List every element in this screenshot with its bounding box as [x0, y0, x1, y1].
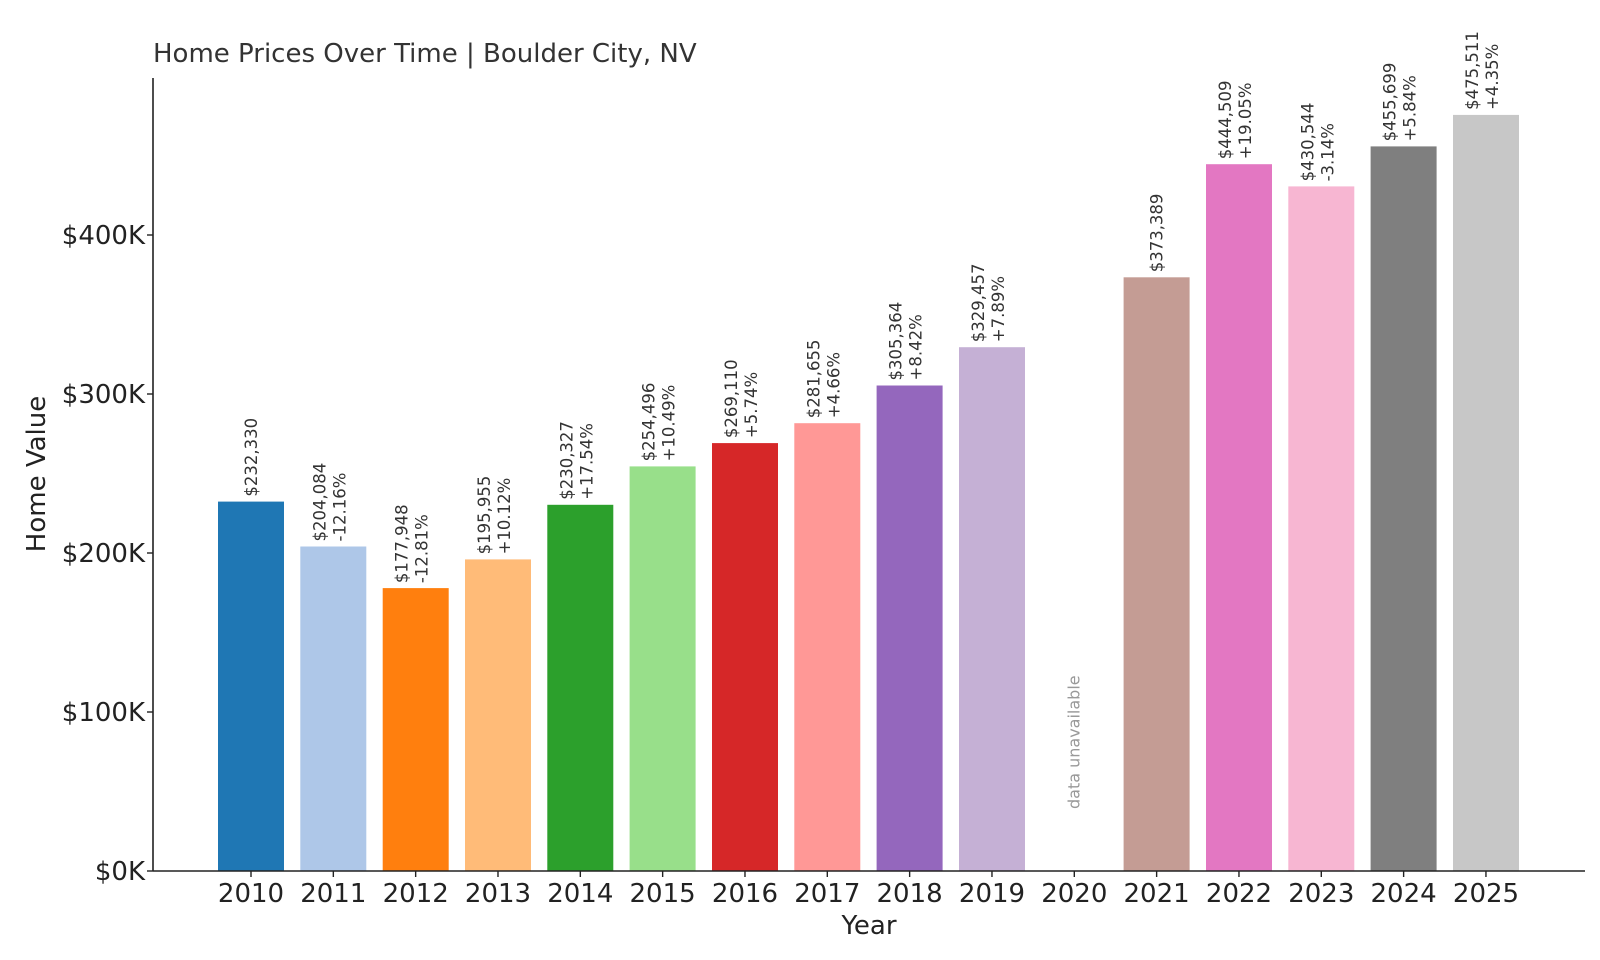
x-tick-label-2013: 2013 [465, 879, 531, 909]
y-tick-label: $0K [95, 857, 146, 887]
change-label-2022: +19.05% [1236, 82, 1255, 159]
y-axis: $0K $100K $200K $300K $400K [62, 78, 154, 887]
change-label-2011: -12.16% [330, 473, 349, 542]
value-label-2022: $444,509 [1216, 80, 1235, 159]
x-tick-label-2020: 2020 [1041, 879, 1107, 909]
x-tick-label-2014: 2014 [547, 879, 613, 909]
x-tick-label-2012: 2012 [383, 879, 449, 909]
bar-2025 [1453, 114, 1519, 871]
change-label-2013: +10.12% [495, 478, 514, 555]
change-label-2023: -3.14% [1318, 123, 1337, 181]
change-label-2015: +10.49% [660, 385, 679, 462]
x-tick-label-2017: 2017 [794, 879, 860, 909]
chart-title: Home Prices Over Time | Boulder City, NV [153, 39, 697, 69]
bar-2016 [712, 443, 778, 871]
y-axis-title: Home Value [22, 396, 52, 552]
x-axis: 2010 2011 2012 2013 2014 2015 2016 2017 2018 2019… [153, 870, 1585, 909]
x-tick-label-2021: 2021 [1124, 879, 1190, 909]
data-labels-group: $232,330 $204,084 -12.16% $177,948 -12.81% $1… [242, 31, 1502, 809]
change-label-2016: +5.74% [742, 372, 761, 438]
value-label-2018: $305,364 [887, 302, 906, 381]
bar-2018 [876, 385, 943, 871]
y-tick-label: $200K [62, 539, 146, 569]
bar-2015 [629, 466, 696, 871]
x-tick-label-2022: 2022 [1206, 879, 1272, 909]
bars-group [218, 114, 1519, 871]
x-tick-label-2015: 2015 [630, 879, 696, 909]
bar-2010 [218, 501, 284, 871]
y-tick-label: $300K [62, 380, 146, 410]
bar-2023 [1288, 186, 1355, 871]
x-tick-label-2016: 2016 [712, 879, 778, 909]
value-label-2013: $195,955 [475, 476, 494, 555]
change-label-2017: +4.66% [824, 352, 843, 418]
value-label-2015: $254,496 [640, 383, 659, 462]
missing-label-2020: data unavailable [1064, 675, 1083, 809]
x-tick-label-2011: 2011 [300, 879, 366, 909]
x-tick-label-2024: 2024 [1371, 879, 1437, 909]
change-label-2024: +5.84% [1401, 75, 1420, 141]
x-tick-label-2025: 2025 [1453, 879, 1519, 909]
value-label-2012: $177,948 [393, 504, 412, 583]
y-tick-label: $100K [62, 698, 146, 728]
value-label-2016: $269,110 [722, 359, 741, 438]
bar-2017 [794, 423, 861, 871]
change-label-2019: +7.89% [989, 276, 1008, 342]
bar-2019 [959, 347, 1025, 871]
change-label-2012: -12.81% [413, 514, 432, 583]
x-axis-title: Year [840, 911, 896, 941]
value-label-2019: $329,457 [969, 263, 988, 342]
bar-2021 [1123, 277, 1190, 871]
value-label-2017: $281,655 [804, 339, 823, 418]
x-tick-label-2018: 2018 [877, 879, 943, 909]
bar-2013 [465, 559, 531, 871]
value-label-2021: $373,389 [1148, 194, 1167, 273]
value-label-2011: $204,084 [310, 463, 329, 542]
bar-2024 [1370, 146, 1437, 871]
value-label-2014: $230,327 [557, 421, 576, 500]
x-tick-label-2023: 2023 [1288, 879, 1354, 909]
change-label-2018: +8.42% [907, 314, 926, 380]
change-label-2025: +4.35% [1483, 44, 1502, 110]
value-label-2010: $232,330 [242, 418, 261, 497]
value-label-2024: $455,699 [1381, 63, 1400, 142]
value-label-2023: $430,544 [1298, 103, 1317, 182]
bar-2022 [1206, 164, 1272, 871]
x-tick-label-2019: 2019 [959, 879, 1025, 909]
bar-2012 [382, 588, 449, 871]
value-label-2025: $475,511 [1463, 31, 1482, 110]
y-tick-label: $400K [62, 221, 146, 251]
bar-2014 [547, 504, 614, 871]
change-label-2014: +17.54% [577, 423, 596, 500]
bar-2011 [300, 546, 367, 871]
x-tick-label-2010: 2010 [218, 879, 284, 909]
